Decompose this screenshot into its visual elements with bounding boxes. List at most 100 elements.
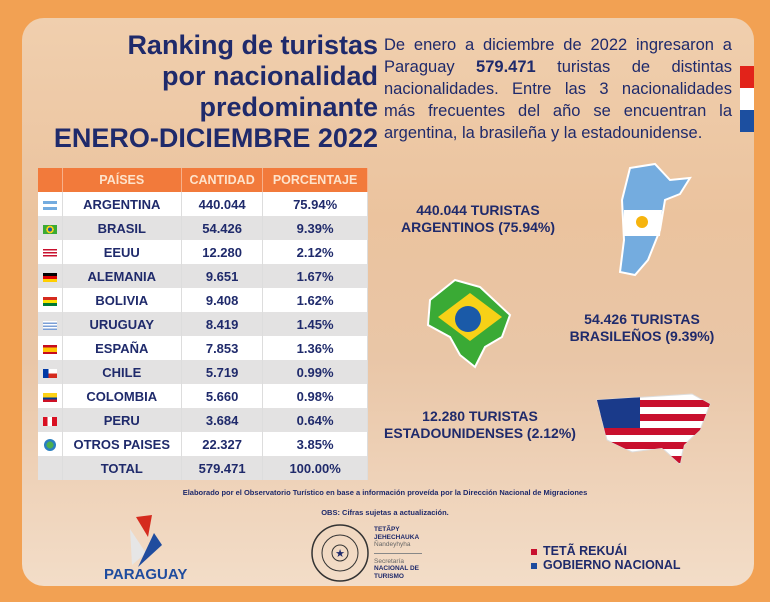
table-row: ARGENTINA 440.044 75.94% [38, 192, 368, 216]
table-row: BRASIL 54.426 9.39% [38, 216, 368, 240]
brasil-map-icon [426, 278, 512, 369]
callout-brasil: 54.426 TURISTAS BRASILEÑOS (9.39%) [562, 311, 722, 345]
uruguay-flag-icon [42, 320, 57, 330]
pais-cell: URUGUAY [62, 312, 183, 336]
argentina-map-icon [618, 162, 692, 277]
colombia-flag-icon [42, 392, 57, 402]
cantidad-cell: 5.719 [181, 360, 264, 384]
intro-total: 579.471 [476, 58, 536, 76]
pais-cell: ALEMANIA [62, 264, 183, 288]
obs-note: OBS: Cifras sujetas a actualización. [321, 508, 449, 517]
svg-text:★: ★ [335, 548, 345, 560]
cantidad-cell: 54.426 [181, 216, 264, 240]
senatur-line: TURISMO [374, 572, 404, 580]
pais-cell: PERU [62, 408, 183, 432]
pais-cell: EEUU [62, 240, 183, 264]
ranking-table: PAÍSES CANTIDAD PORCENTAJE ARGENTINA 440.… [38, 168, 368, 480]
callout-argentina: 440.044 TURISTAS ARGENTINOS (75.94%) [398, 202, 558, 236]
pais-cell: COLOMBIA [62, 384, 183, 408]
page-title: Ranking de turistas por nacionalidad pre… [30, 30, 378, 154]
flag-cell [38, 384, 63, 408]
cantidad-cell: 12.280 [181, 240, 264, 264]
cantidad-cell: 22.327 [181, 432, 264, 456]
porcentaje-cell: 0.99% [262, 360, 368, 384]
cantidad-cell: 5.660 [181, 384, 264, 408]
intro-after: turistas de distintas nacionalidades. En… [384, 58, 732, 142]
flag-cell [38, 264, 63, 288]
pais-cell: BRASIL [62, 216, 183, 240]
header-paises: PAÍSES [62, 168, 183, 192]
porcentaje-cell: 75.94% [262, 192, 368, 216]
cantidad-cell: 440.044 [181, 192, 264, 216]
cantidad-cell: 9.408 [181, 288, 264, 312]
flag-cell [38, 336, 63, 360]
porcentaje-cell: 0.64% [262, 408, 368, 432]
senatur-logo-text: TETÃPY JEHECHAUKA Ñandeyhyha Secretaría … [374, 526, 422, 580]
callout-line: 440.044 TURISTAS [416, 202, 540, 218]
porcentaje-cell: 1.36% [262, 336, 368, 360]
divider [374, 552, 422, 554]
cantidad-cell: 8.419 [181, 312, 264, 336]
total-row: TOTAL 579.471 100.00% [38, 456, 368, 480]
total-porcentaje: 100.00% [262, 456, 368, 480]
cantidad-cell: 9.651 [181, 264, 264, 288]
total-cantidad: 579.471 [181, 456, 264, 480]
callout-line: ESTADOUNIDENSES (2.12%) [384, 425, 576, 441]
flag-cell [38, 288, 63, 312]
senatur-line: Ñandeyhyha [374, 541, 411, 548]
peru-flag-icon [42, 416, 57, 426]
flag-cell [38, 432, 63, 456]
porcentaje-cell: 3.85% [262, 432, 368, 456]
intro-before: De enero a diciembre de 2022 ingresaron … [384, 36, 732, 76]
flag-cell [38, 456, 63, 480]
paraguay-brand-logo [130, 515, 162, 567]
flag-cell [38, 240, 63, 264]
paraguay-brand-text: PARAGUAY [104, 566, 188, 583]
table-row: OTROS PAISES 22.327 3.85% [38, 432, 368, 456]
callout-line: 54.426 TURISTAS [584, 311, 700, 327]
pais-cell: ARGENTINA [62, 192, 183, 216]
porcentaje-cell: 2.12% [262, 240, 368, 264]
total-label: TOTAL [62, 456, 183, 480]
cantidad-cell: 7.853 [181, 336, 264, 360]
national-seal-icon: ★ [311, 524, 369, 582]
callout-line: BRASILEÑOS (9.39%) [569, 328, 715, 344]
callout-line: ARGENTINOS (75.94%) [400, 219, 556, 235]
gobierno-line: TETÃ REKUÁI [543, 544, 628, 558]
flag-cell [38, 360, 63, 384]
title-line: por nacionalidad [161, 61, 378, 91]
table-row: ALEMANIA 9.651 1.67% [38, 264, 368, 288]
senatur-line: NACIONAL DE [374, 565, 420, 572]
table-row: PERU 3.684 0.64% [38, 408, 368, 432]
header-cantidad: CANTIDAD [181, 168, 264, 192]
flag-cell [38, 192, 63, 216]
argentina-flag-icon [42, 200, 57, 210]
cantidad-cell: 3.684 [181, 408, 264, 432]
intro-text: De enero a diciembre de 2022 ingresaron … [384, 34, 732, 144]
title-line: Ranking de turistas [127, 30, 378, 60]
alemania-flag-icon [42, 272, 57, 282]
globe-flag-icon [43, 439, 56, 452]
eeuu-flag-icon [42, 248, 57, 258]
header-flag [38, 168, 63, 192]
source-note: Elaborado por el Observatorio Turístico … [182, 488, 588, 497]
table-row: COLOMBIA 5.660 0.98% [38, 384, 368, 408]
table-row: CHILE 5.719 0.99% [38, 360, 368, 384]
table-row: EEUU 12.280 2.12% [38, 240, 368, 264]
flag-cell [38, 312, 63, 336]
callout-line: 12.280 TURISTAS [422, 408, 538, 424]
eeuu-map-icon [596, 393, 711, 465]
header-porcentaje: PORCENTAJE [262, 168, 368, 192]
porcentaje-cell: 1.62% [262, 288, 368, 312]
senatur-line: TETÃPY [374, 526, 400, 533]
pais-cell: CHILE [62, 360, 183, 384]
table-row: URUGUAY 8.419 1.45% [38, 312, 368, 336]
porcentaje-cell: 0.98% [262, 384, 368, 408]
pais-cell: OTROS PAISES [62, 432, 183, 456]
chile-flag-icon [42, 368, 57, 378]
porcentaje-cell: 9.39% [262, 216, 368, 240]
paraguay-flag-bar [740, 66, 754, 132]
pais-cell: BOLIVIA [62, 288, 183, 312]
bolivia-flag-icon [42, 296, 57, 306]
espana-flag-icon [42, 344, 57, 354]
